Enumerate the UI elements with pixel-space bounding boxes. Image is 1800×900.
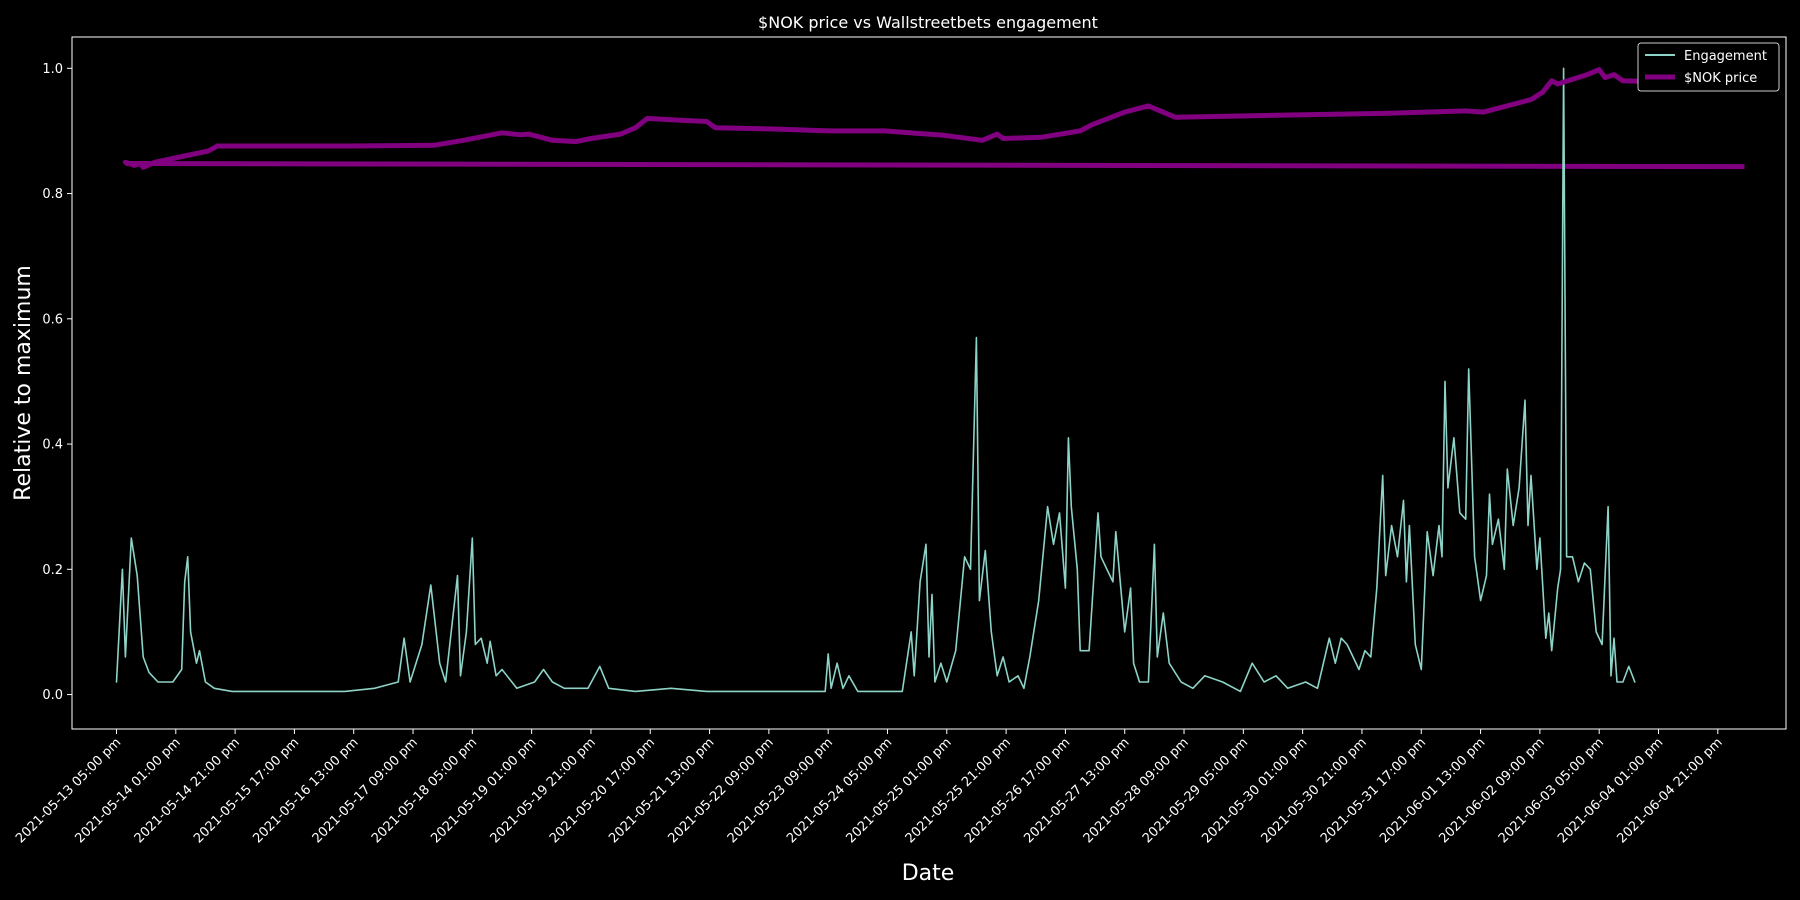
series-line-nok-price [122,67,1670,170]
x-tick-label: 2021-06-04 21:00 pm [1614,735,1725,846]
x-tick-label: 2021-05-23 09:00 pm [725,735,836,846]
chart-title: $NOK price vs Wallstreetbets engagement [758,13,1098,32]
legend-label-nok-price: $NOK price [1684,71,1757,86]
x-tick-label: 2021-05-19 21:00 pm [488,735,599,846]
y-tick-label: 0.8 [42,187,63,202]
x-tick-label: 2021-06-02 09:00 pm [1437,735,1548,846]
legend: Engagement $NOK price [1637,42,1780,92]
x-axis-label: Date [902,861,955,886]
x-tick-label: 2021-05-29 05:00 pm [1140,735,1251,846]
y-tick-label: 0.6 [42,312,63,327]
x-tick-label: 2021-05-22 09:00 pm [666,735,777,846]
x-tick-label: 2021-05-24 05:00 pm [784,735,895,846]
x-tick-label: 2021-05-30 21:00 pm [1259,735,1370,846]
x-tick-label: 2021-05-28 09:00 pm [1081,735,1192,846]
x-tick-label: 2021-05-27 13:00 pm [1021,735,1132,846]
x-tick-label: 2021-05-26 17:00 pm [962,735,1073,846]
y-tick-label: 1.0 [42,62,63,77]
y-tick-label: 0.2 [42,563,63,578]
x-tick-label: 2021-05-18 05:00 pm [369,735,480,846]
x-tick-label: 2021-05-14 01:00 pm [72,735,183,846]
y-axis: 0.0 0.2 0.4 0.6 0.8 1.0 [42,62,72,703]
x-tick-label: 2021-05-25 01:00 pm [843,735,954,846]
nok-price-baseline [125,161,1745,170]
x-tick-label: 2021-05-21 13:00 pm [606,735,717,846]
x-tick-label: 2021-05-14 21:00 pm [132,735,243,846]
x-tick-label: 2021-05-20 17:00 pm [547,735,658,846]
x-tick-label: 2021-05-19 01:00 pm [428,735,539,846]
legend-label-engagement: Engagement [1684,49,1767,64]
series-layer [115,67,1745,693]
x-tick-label: 2021-05-13 05:00 pm [13,735,124,846]
x-tick-label: 2021-06-01 13:00 pm [1377,735,1488,846]
x-tick-label: 2021-05-25 21:00 pm [903,735,1014,846]
series-line-engagement [115,67,1636,693]
y-axis-label: Relative to maximum [11,265,36,501]
x-tick-label: 2021-05-17 09:00 pm [310,735,421,846]
y-tick-label: 0.4 [42,438,63,453]
plot-frame [71,36,1787,730]
x-tick-label: 2021-06-04 01:00 pm [1555,735,1666,846]
x-tick-label: 2021-05-30 01:00 pm [1199,735,1310,846]
x-tick-label: 2021-05-16 13:00 pm [250,735,361,846]
x-tick-label: 2021-06-03 05:00 pm [1496,735,1607,846]
x-tick-label: 2021-05-31 17:00 pm [1318,735,1429,846]
x-tick-label: 2021-05-15 17:00 pm [191,735,302,846]
y-tick-label: 0.0 [42,688,63,703]
